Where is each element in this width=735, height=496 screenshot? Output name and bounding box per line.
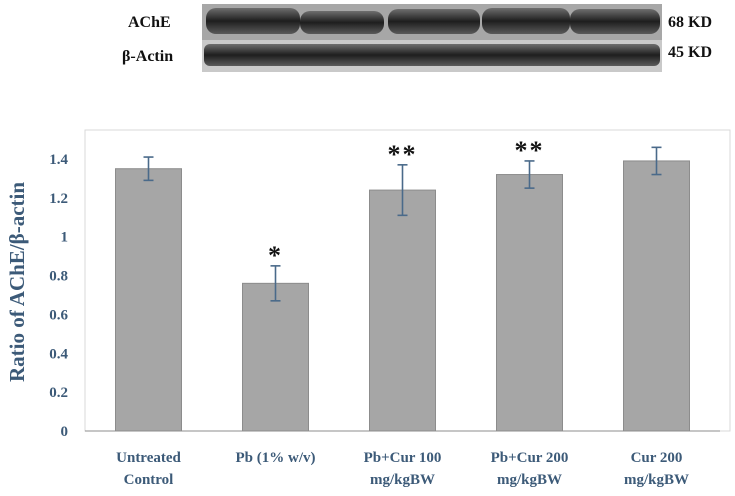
x-tick-label: mg/kgBW: [370, 472, 435, 488]
y-tick-label: 0.4: [49, 346, 68, 362]
y-tick-label: 0.2: [49, 385, 68, 401]
significance-marker: **: [388, 140, 418, 169]
x-tick-label: Control: [124, 472, 174, 488]
blot-label-ache: AChE: [128, 14, 171, 31]
bar: [369, 189, 436, 432]
bar: [623, 160, 690, 432]
ache-band-1: [206, 8, 300, 34]
x-tick-label: Cur 200: [631, 450, 683, 466]
significance-marker: **: [515, 136, 545, 165]
blot-kd-ache: 68 KD: [668, 14, 712, 31]
y-axis-label: Ratio of AChE/β-actin: [5, 182, 29, 382]
x-tick-label: Pb (1% w/v): [236, 450, 316, 466]
significance-marker: *: [268, 241, 283, 270]
ache-band-2: [300, 11, 384, 34]
bar: [115, 168, 182, 432]
ache-band-3: [388, 9, 480, 34]
blot-image: [202, 4, 662, 72]
x-axis: Untreated Control Pb (1% w/v) Pb+Cur 100 mg/…: [116, 450, 689, 488]
blot-label-actin: β-Actin: [122, 48, 174, 65]
x-tick-label: Pb+Cur 200: [491, 450, 569, 466]
x-tick-label: mg/kgBW: [497, 472, 562, 488]
x-tick-label: Untreated: [116, 450, 181, 466]
y-tick-label: 0: [61, 424, 69, 440]
bar: [496, 174, 563, 432]
ache-band-5: [570, 9, 660, 34]
blot-kd-actin: 45 KD: [668, 44, 712, 61]
y-tick-label: 1.2: [49, 191, 68, 207]
bar-series: *** **: [115, 136, 690, 432]
x-tick-label: Pb+Cur 100: [364, 450, 442, 466]
ache-band-4: [482, 8, 570, 34]
y-tick-label: 0.8: [49, 269, 68, 285]
y-tick-label: 1: [61, 230, 69, 246]
y-tick-label: 0.6: [49, 307, 68, 323]
bar: [242, 282, 309, 432]
x-tick-label: mg/kgBW: [624, 472, 689, 488]
y-tick-label: 1.4: [49, 152, 68, 168]
actin-band: [204, 44, 660, 66]
y-axis: 0 0.2 0.4 0.6 0.8 1 1.2 1.4: [49, 152, 68, 440]
